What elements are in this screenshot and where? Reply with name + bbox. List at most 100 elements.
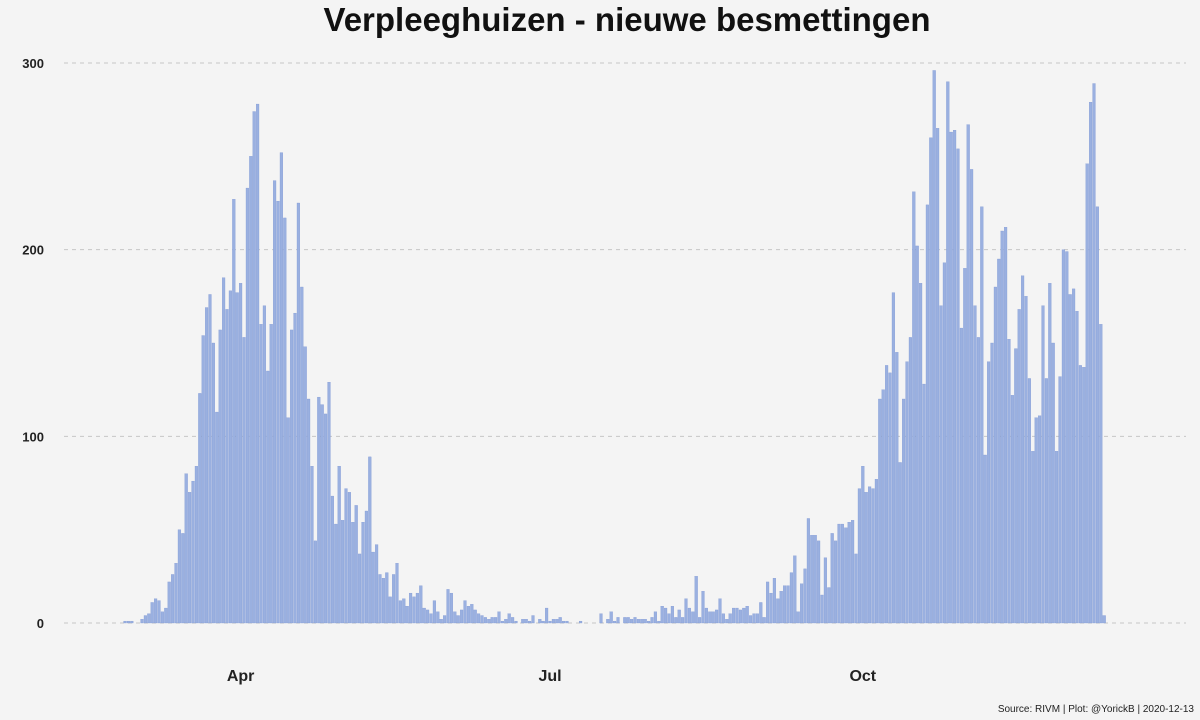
bar [946, 81, 950, 624]
bar [239, 283, 243, 624]
bar [415, 592, 419, 624]
bar [779, 591, 783, 624]
bar [157, 600, 161, 624]
bar [494, 617, 498, 624]
bar [987, 361, 991, 624]
bar [337, 466, 341, 624]
bar [184, 473, 188, 624]
bar [381, 578, 385, 624]
bar [426, 609, 430, 624]
bar [375, 544, 379, 624]
bar [742, 607, 746, 624]
x-axis-tick-labels: Apr Jul Oct [227, 668, 877, 685]
bar [613, 620, 617, 624]
bar [1078, 365, 1082, 624]
bar [565, 620, 569, 624]
bar [1034, 417, 1038, 624]
bar [660, 606, 664, 624]
bar [222, 277, 226, 624]
bar [1065, 251, 1069, 624]
bar [609, 611, 613, 624]
bar [1004, 227, 1008, 624]
bar [806, 518, 810, 624]
bar [844, 527, 848, 624]
bar [551, 619, 555, 624]
bar [538, 619, 542, 624]
bar [949, 131, 953, 624]
bar [1061, 249, 1065, 624]
bar [932, 70, 936, 624]
bar [432, 600, 436, 624]
bar [837, 523, 841, 624]
bar [936, 128, 940, 624]
bar [483, 617, 487, 624]
bar [980, 206, 984, 624]
bar [864, 492, 868, 624]
bar [657, 620, 661, 624]
bar [1010, 395, 1014, 624]
bar [715, 609, 719, 624]
bar [286, 417, 290, 624]
bar [953, 130, 957, 624]
x-tick-label-oct: Oct [849, 668, 876, 685]
bar [398, 600, 402, 624]
y-tick-label: 300 [22, 56, 44, 71]
bar [279, 152, 283, 624]
bar [623, 617, 627, 624]
bar [449, 592, 453, 624]
bar [252, 111, 256, 624]
bar [674, 617, 678, 624]
bar [1075, 311, 1079, 624]
bar [293, 312, 297, 624]
bar [847, 522, 851, 624]
bar [344, 488, 348, 624]
bar [405, 606, 409, 624]
bar [208, 294, 212, 624]
bar [562, 620, 566, 624]
bar [997, 258, 1001, 624]
source-caption: Source: RIVM | Plot: @YorickB | 2020-12-… [998, 704, 1195, 715]
bar [929, 137, 933, 624]
bar [878, 398, 882, 624]
bar [888, 372, 892, 624]
bar [191, 480, 195, 624]
bar [249, 156, 253, 624]
bar [296, 202, 300, 624]
bar [796, 611, 800, 624]
bar [636, 619, 640, 624]
bar [412, 596, 416, 624]
bar [307, 398, 311, 624]
bar [1055, 451, 1059, 624]
bar [1048, 283, 1052, 624]
bar [823, 557, 827, 624]
bar [477, 613, 481, 624]
bar [429, 613, 433, 624]
bar [205, 307, 209, 624]
bar [351, 522, 355, 624]
bar [480, 615, 484, 624]
bar [273, 180, 277, 624]
bar [504, 619, 508, 624]
bars [123, 70, 1106, 624]
bar [409, 592, 413, 624]
bar [851, 520, 855, 624]
bar [300, 286, 304, 624]
bar [354, 505, 358, 624]
bar [487, 619, 491, 624]
bar [262, 305, 266, 624]
bar [228, 290, 232, 624]
bar [443, 615, 447, 624]
bar [915, 245, 919, 624]
bar [1085, 163, 1089, 624]
bar [188, 492, 192, 624]
bar [361, 522, 365, 624]
bar [647, 620, 651, 624]
bar [1102, 615, 1106, 624]
y-tick-label: 200 [22, 243, 44, 258]
bar [1014, 348, 1018, 624]
bar [653, 611, 657, 624]
bar [378, 574, 382, 624]
bar [684, 598, 688, 624]
bar [507, 613, 511, 624]
bar [803, 568, 807, 624]
